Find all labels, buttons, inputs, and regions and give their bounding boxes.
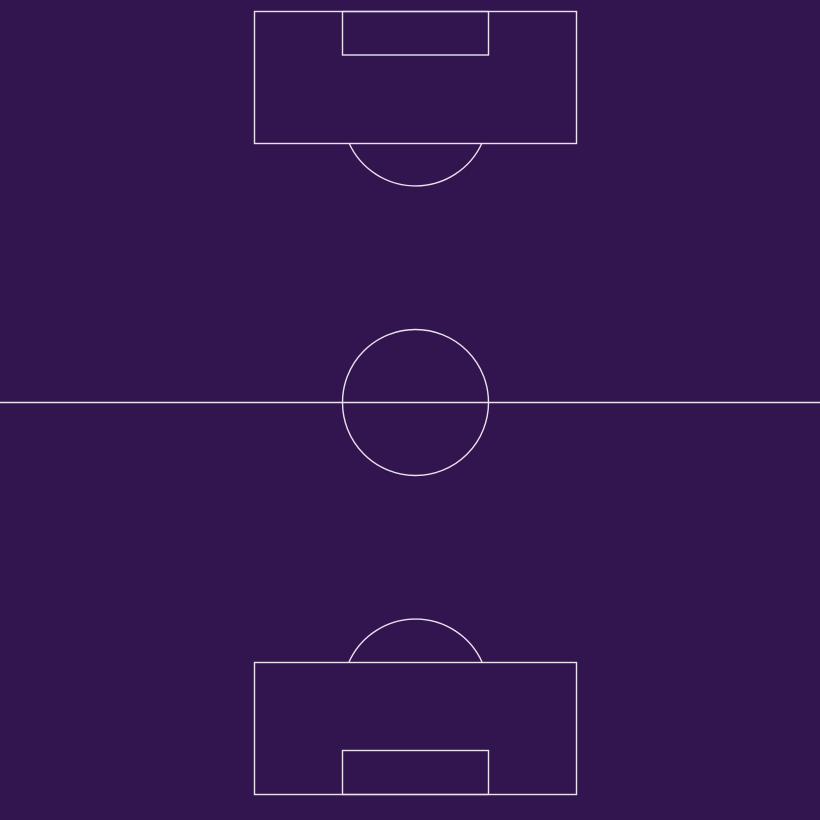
top-penalty-arc bbox=[348, 142, 483, 187]
bottom-penalty-arc bbox=[348, 618, 483, 663]
bottom-goal-area bbox=[341, 749, 490, 796]
top-goal-area bbox=[341, 10, 490, 56]
center-circle bbox=[341, 328, 490, 477]
